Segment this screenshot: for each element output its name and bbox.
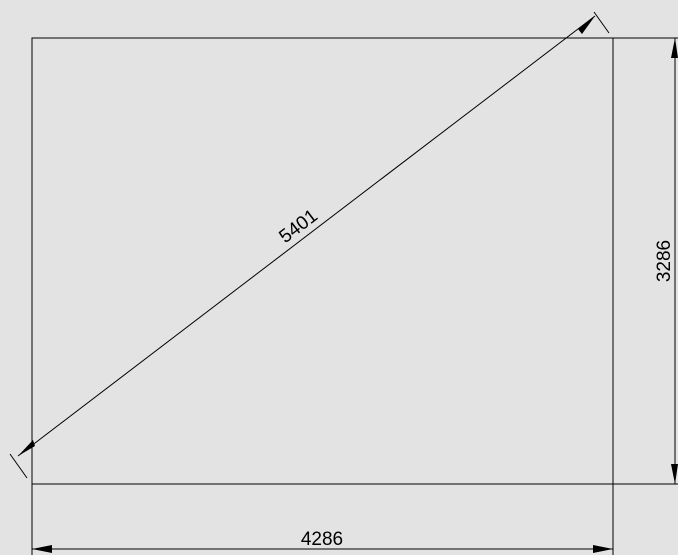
width-dimension-label: 4286	[301, 529, 343, 550]
rectangle-outline	[31, 37, 614, 485]
diagonal-extension-tick-top	[593, 11, 610, 34]
diagonal-dimension-line	[17, 15, 596, 457]
diagonal-arrow-bottom	[18, 440, 35, 456]
diagonal-extension-tick-bottom	[9, 453, 28, 479]
diagonal-arrow-top	[578, 16, 595, 34]
height-dimension: 3286	[613, 37, 678, 485]
height-arrow-bottom	[671, 464, 678, 484]
width-arrow-right	[593, 545, 613, 553]
height-dimension-label: 3286	[654, 240, 675, 282]
height-arrow-top	[671, 38, 678, 58]
width-arrow-left	[32, 545, 52, 553]
width-dimension: 4286	[31, 484, 614, 555]
diagonal-dimension: 5401	[9, 11, 610, 479]
